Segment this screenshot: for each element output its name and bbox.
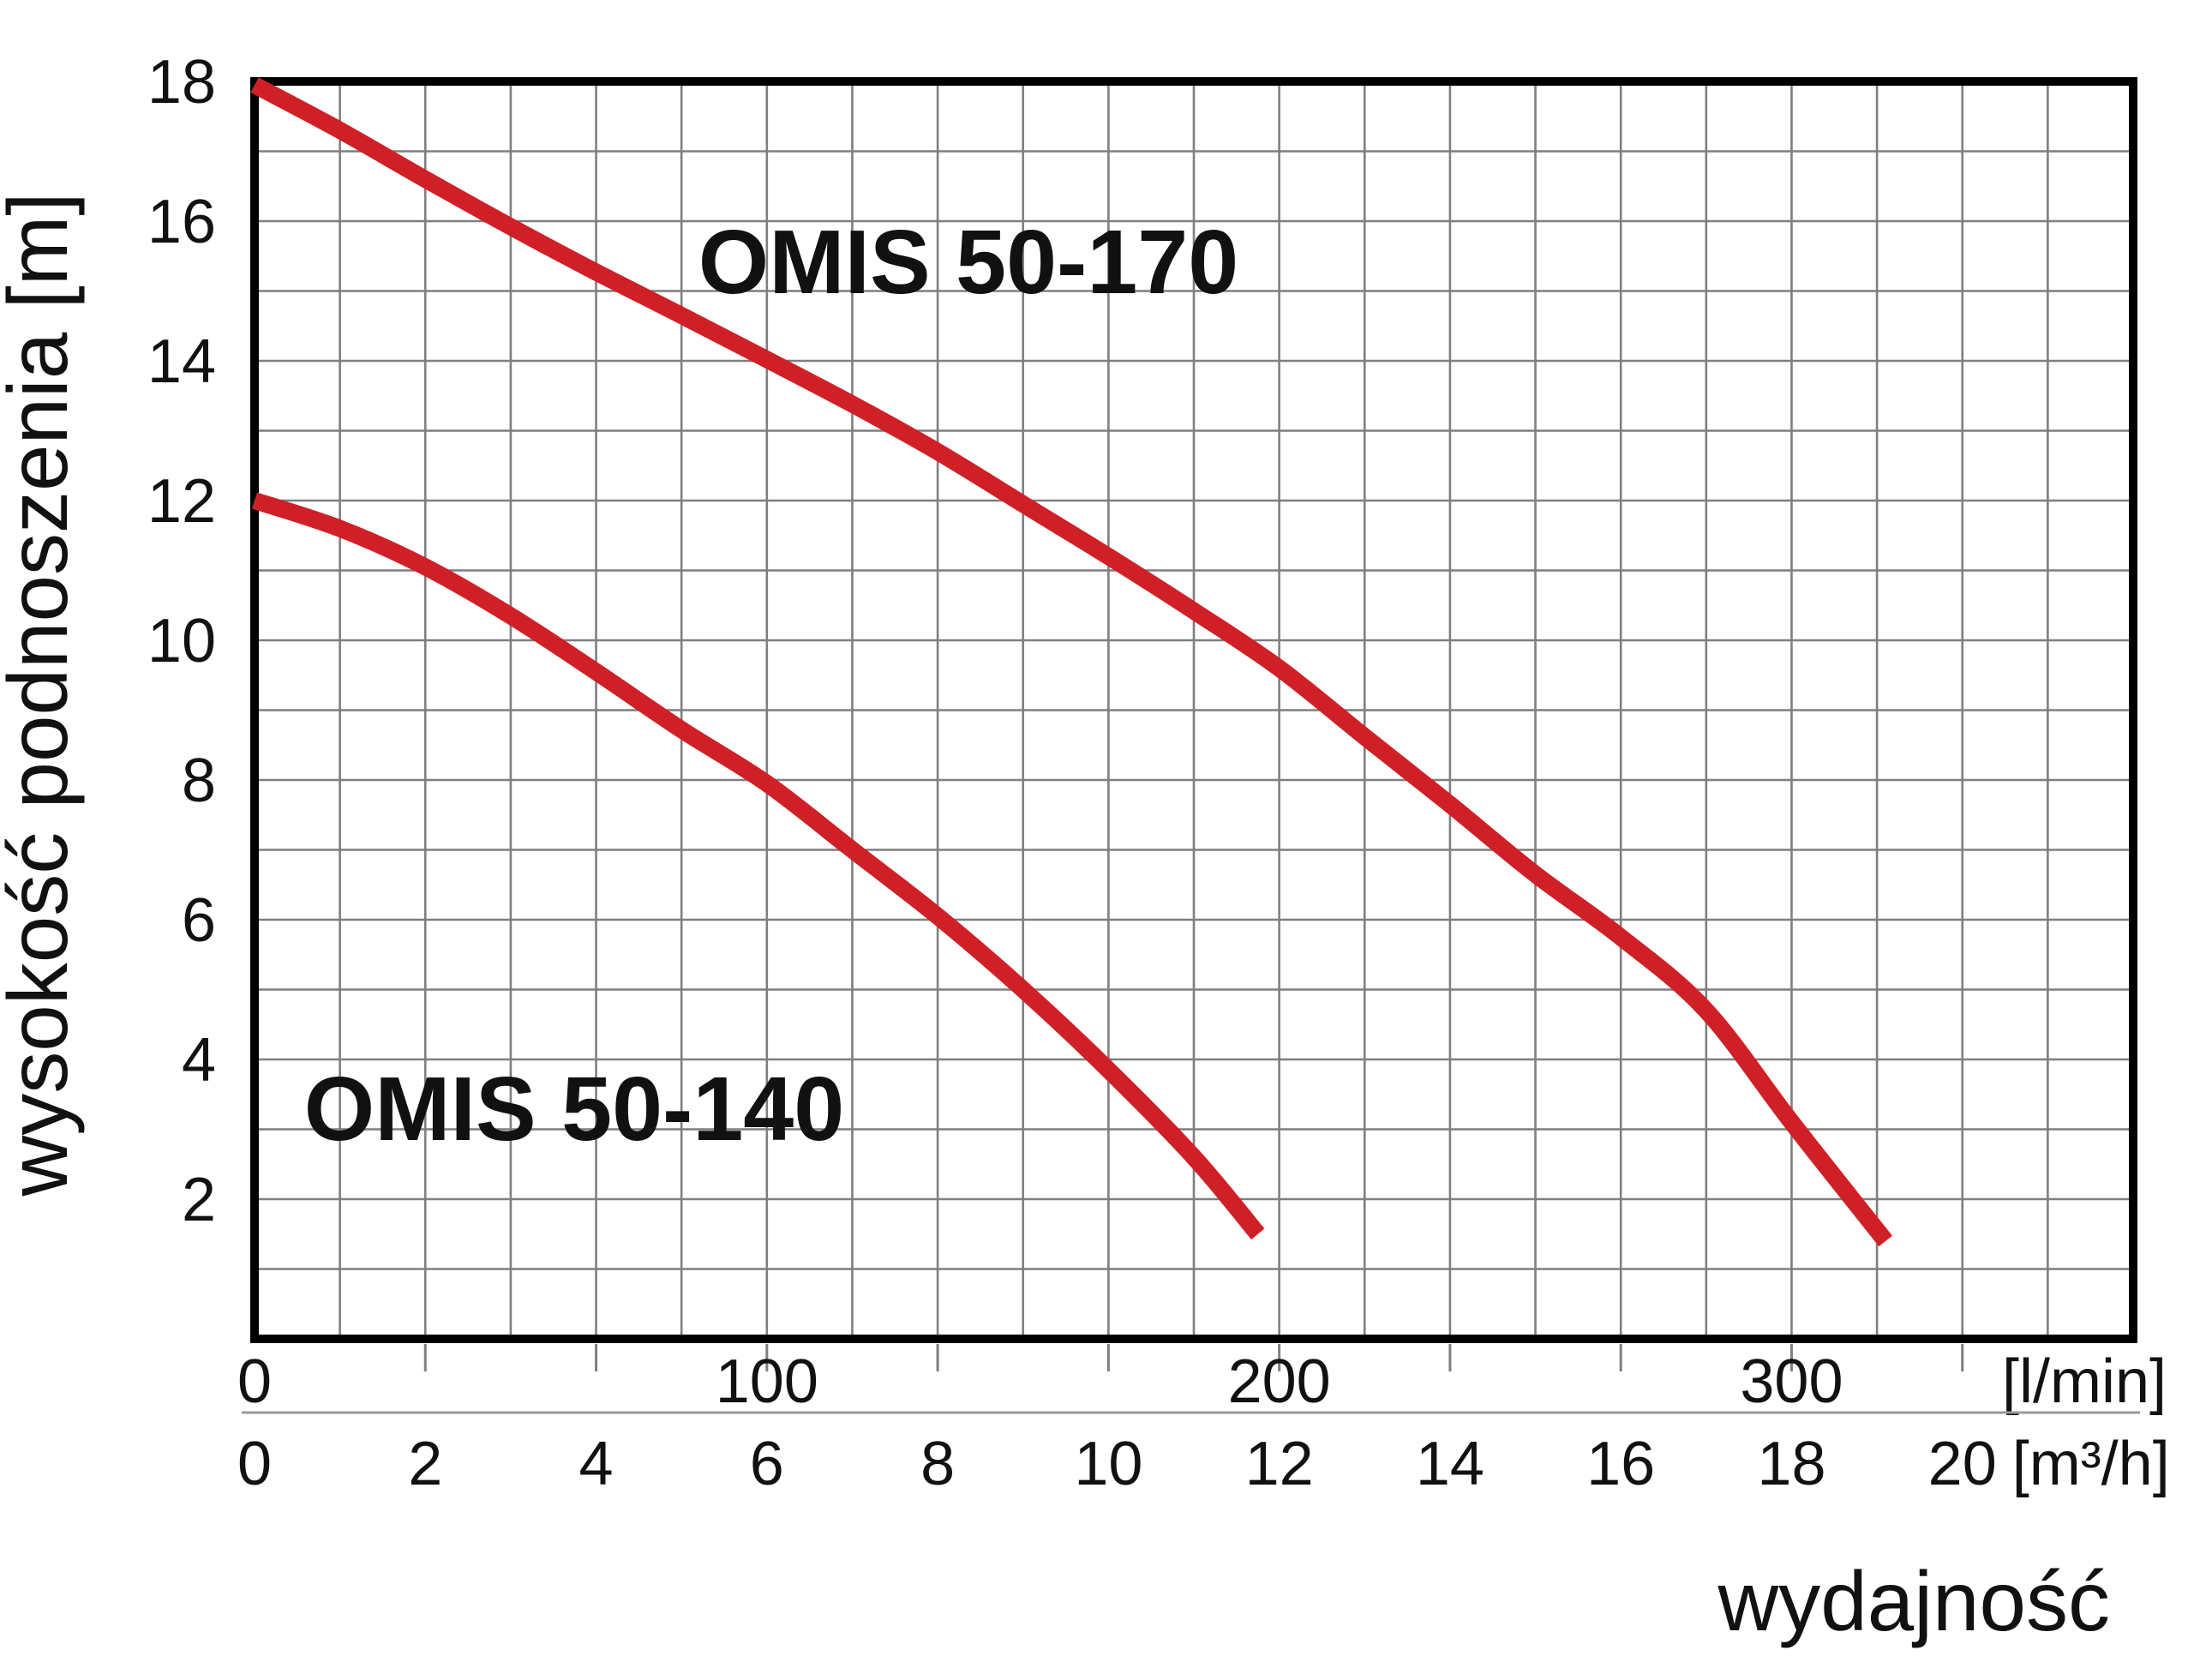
y-tick-label: 12 [147, 467, 216, 536]
x-axis-unit-lmin: [l/min] [2002, 1347, 2167, 1416]
y-tick-label: 14 [147, 327, 216, 396]
y-tick-label: 10 [147, 607, 216, 675]
x-tick-label-m3h: 8 [920, 1430, 955, 1498]
plot-border [250, 77, 2137, 1343]
y-tick-label: 4 [182, 1026, 216, 1095]
curve-OMIS-50-140 [251, 492, 1265, 1240]
x-tick-label-lmin: 300 [1740, 1347, 1843, 1416]
x-tick-label-lmin: 0 [237, 1347, 272, 1416]
x-axis-m3h-labels: 0 2 4 6 8 10 12 14 16 18 20 [m³/h] [237, 1430, 2170, 1498]
y-axis-tick-labels: 2 4 6 8 10 12 14 16 18 [147, 48, 216, 1234]
x-axis-lmin-labels: 0 100 200 300 [l/min] [237, 1347, 2167, 1416]
x-axis-unit-m3h: [m³/h] [2012, 1430, 2170, 1498]
x-tick-label-m3h: 10 [1074, 1430, 1142, 1498]
x-axis-title: wydajność [1717, 1554, 2110, 1648]
gridlines [255, 81, 2133, 1339]
y-tick-label: 2 [182, 1166, 216, 1234]
x-tick-label-m3h: 14 [1416, 1430, 1484, 1498]
y-tick-label: 6 [182, 886, 216, 955]
curve-label-OMIS-50-170: OMIS 50-170 [698, 212, 1238, 313]
y-tick-label: 18 [147, 48, 216, 117]
x-tick-label-m3h: 0 [237, 1430, 272, 1498]
x-tick-label-lmin: 200 [1228, 1347, 1331, 1416]
y-axis-title: wysokość podnoszenia [m] [0, 192, 85, 1197]
x-tick-label-m3h: 12 [1245, 1430, 1314, 1498]
x-tick-label-m3h: 16 [1586, 1430, 1655, 1498]
x-tick-label-m3h: 20 [1928, 1430, 1997, 1498]
x-tick-label-m3h: 18 [1757, 1430, 1825, 1498]
curve-OMIS-50-170 [250, 77, 1892, 1247]
y-tick-label: 8 [182, 747, 216, 815]
x-tick-label-m3h: 2 [408, 1430, 442, 1498]
x-tick-label-m3h: 6 [750, 1430, 784, 1498]
y-tick-label: 16 [147, 188, 216, 256]
x-axis-tick-marks [423, 1344, 1964, 1371]
curve-label-OMIS-50-140: OMIS 50-140 [304, 1059, 844, 1160]
x-tick-label-lmin: 100 [716, 1347, 818, 1416]
x-tick-label-m3h: 4 [579, 1430, 614, 1498]
